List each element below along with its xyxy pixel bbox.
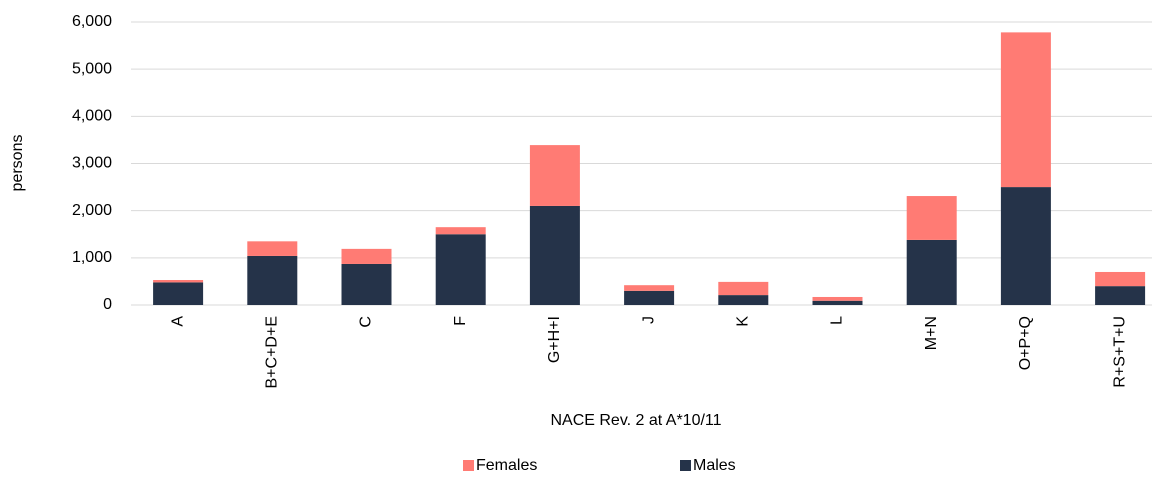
legend-label: Males: [693, 457, 736, 474]
y-tick-label: 1,000: [72, 249, 112, 266]
bar-segment: [718, 281, 769, 296]
bar-segment: [1095, 286, 1146, 305]
bar-segment: [341, 248, 392, 264]
bar-segment: [1095, 271, 1146, 287]
bar-segment: [906, 239, 957, 305]
bar-segment: [529, 145, 580, 206]
bar-segment: [247, 241, 298, 256]
bar-segment: [812, 300, 863, 305]
legend-swatch: [463, 460, 474, 471]
y-tick-label: 4,000: [72, 108, 112, 125]
x-tick-label: M+N: [923, 316, 940, 350]
bar-segment: [435, 234, 486, 305]
y-tick-label: 0: [103, 296, 112, 313]
bar-segment: [718, 295, 769, 305]
bar-segment: [624, 285, 675, 291]
x-tick-label: A: [169, 316, 186, 327]
bar-segment: [529, 205, 580, 305]
x-tick-label: G+H+I: [546, 316, 563, 363]
bar-segment: [153, 282, 204, 305]
x-tick-label: K: [735, 316, 752, 327]
y-axis-label: persons: [9, 135, 26, 192]
x-tick-label: F: [452, 316, 469, 326]
bar-segment: [1000, 187, 1051, 305]
bar-segment: [906, 196, 957, 240]
bar-segment: [153, 280, 204, 283]
bar-segment: [1000, 32, 1051, 188]
y-tick-label: 6,000: [72, 13, 112, 30]
bar-segment: [247, 255, 298, 305]
y-tick-label: 2,000: [72, 202, 112, 219]
legend-label: Females: [476, 457, 537, 474]
x-tick-label: C: [358, 316, 375, 328]
x-tick-label: J: [640, 316, 657, 324]
x-tick-label: L: [829, 316, 846, 325]
bar-segment: [435, 227, 486, 235]
legend-swatch: [680, 460, 691, 471]
x-tick-label: B+C+D+E: [264, 316, 281, 388]
x-axis-label: NACE Rev. 2 at A*10/11: [550, 412, 721, 429]
bar-segment: [812, 296, 863, 301]
x-tick-label: O+P+Q: [1017, 316, 1034, 370]
bar-segment: [341, 263, 392, 305]
y-tick-label: 5,000: [72, 60, 112, 77]
bar-segment: [624, 290, 675, 305]
x-tick-label: R+S+T+U: [1111, 316, 1128, 388]
y-tick-label: 3,000: [72, 155, 112, 172]
